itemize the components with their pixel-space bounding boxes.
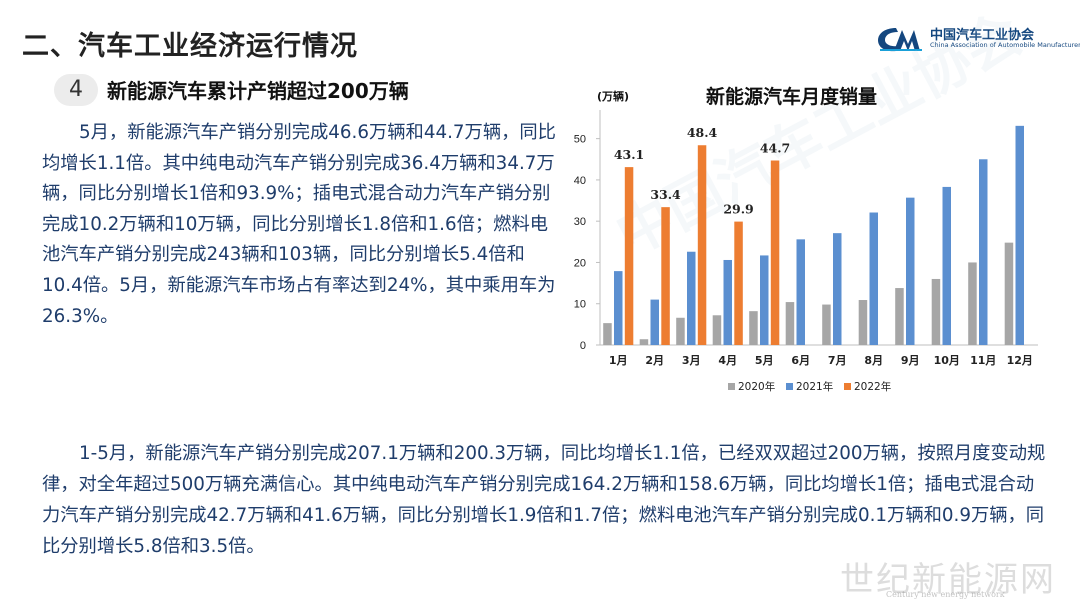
bar-2020年-9月	[895, 288, 904, 345]
chart-unit-label: (万辆)	[597, 90, 630, 103]
x-tick-label: 11月	[970, 354, 996, 367]
y-tick-label: 30	[574, 216, 586, 228]
page-title: 二、汽车工业经济运行情况	[22, 31, 358, 62]
logo-text-en: China Association of Automobile Manufact…	[930, 41, 1080, 49]
x-tick-label: 8月	[864, 354, 883, 367]
bar-2020年-2月	[639, 339, 649, 345]
data-label: 44.7	[760, 141, 790, 156]
bar-2022年-5月	[770, 160, 780, 345]
x-tick-label: 10月	[934, 354, 960, 367]
x-tick-label: 3月	[682, 354, 701, 367]
y-tick-label: 10	[574, 299, 586, 311]
legend-swatch	[844, 383, 851, 390]
section-number-badge: 4	[54, 74, 98, 106]
bar-2021年-2月	[650, 299, 659, 345]
watermark-en: Century new energy network	[886, 590, 1005, 599]
caam-logo-icon	[878, 28, 922, 52]
paragraph-monthly: 5月，新能源汽车产销分别完成46.6万辆和44.7万辆，同比均增长1.1倍。其中…	[42, 122, 556, 327]
x-tick-label: 12月	[1007, 354, 1033, 367]
watermark-cn: 世纪新能源网	[840, 560, 1056, 600]
bar-2021年-7月	[833, 233, 842, 345]
bar-2022年-4月	[734, 221, 743, 345]
section-title: 新能源汽车累计产销超过200万辆	[107, 79, 409, 103]
logo-text-cn: 中国汽车工业协会	[930, 28, 1035, 43]
bar-2020年-7月	[822, 304, 831, 345]
legend-label: 2021年	[796, 380, 833, 393]
bar-2022年-2月	[661, 207, 670, 345]
bar-2020年-1月	[603, 323, 612, 345]
bar-2020年-8月	[858, 300, 868, 345]
data-label: 43.1	[614, 147, 644, 162]
bar-2020年-12月	[1004, 242, 1014, 345]
y-tick-label: 40	[574, 175, 586, 187]
bar-2020年-6月	[785, 302, 795, 345]
legend-swatch	[786, 383, 793, 390]
bar-2021年-10月	[942, 186, 951, 345]
bar-2020年-3月	[676, 317, 685, 345]
y-tick-label: 0	[580, 340, 586, 352]
x-tick-label: 1月	[609, 354, 628, 367]
bar-2020年-10月	[931, 278, 941, 345]
bar-2020年-11月	[968, 262, 977, 345]
bar-2021年-12月	[1015, 125, 1024, 345]
bar-2021年-5月	[760, 255, 769, 345]
bar-2021年-9月	[906, 197, 915, 345]
legend-label: 2022年	[854, 380, 891, 393]
bar-2022年-3月	[697, 145, 707, 345]
x-tick-label: 5月	[755, 354, 774, 367]
data-label: 29.9	[723, 202, 753, 217]
data-label: 33.4	[650, 187, 681, 202]
y-tick-label: 20	[574, 257, 586, 269]
x-tick-label: 7月	[828, 354, 847, 367]
bar-2021年-4月	[723, 259, 732, 345]
bar-2022年-1月	[624, 167, 634, 345]
logo: 中国汽车工业协会 China Association of Automobile…	[876, 22, 1080, 58]
legend-swatch	[728, 383, 735, 390]
x-tick-label: 6月	[791, 354, 810, 367]
bar-2021年-8月	[869, 212, 878, 345]
paragraph-cumulative: 1-5月，新能源汽车产销分别完成207.1万辆和200.3万辆，同比均增长1.1…	[42, 443, 1046, 557]
bar-2021年-11月	[979, 159, 988, 345]
chart-title: 新能源汽车月度销量	[706, 86, 878, 108]
monthly-sales-bar-chart: 0 10 20 30 40 50 43.1 1月 33.4 2月 48.4 3月 29.9 4月 44.7 5…	[574, 110, 1038, 393]
bar-2021年-1月	[614, 271, 623, 345]
y-tick-label: 50	[574, 134, 586, 146]
bar-2021年-6月	[796, 239, 805, 345]
legend-label: 2020年	[738, 380, 775, 393]
data-label: 48.4	[687, 125, 718, 140]
x-tick-label: 4月	[718, 354, 737, 367]
bar-2021年-3月	[687, 251, 696, 345]
bar-2020年-5月	[749, 311, 758, 345]
x-tick-label: 2月	[645, 354, 664, 367]
bar-2020年-4月	[712, 315, 722, 345]
x-tick-label: 9月	[901, 354, 920, 367]
